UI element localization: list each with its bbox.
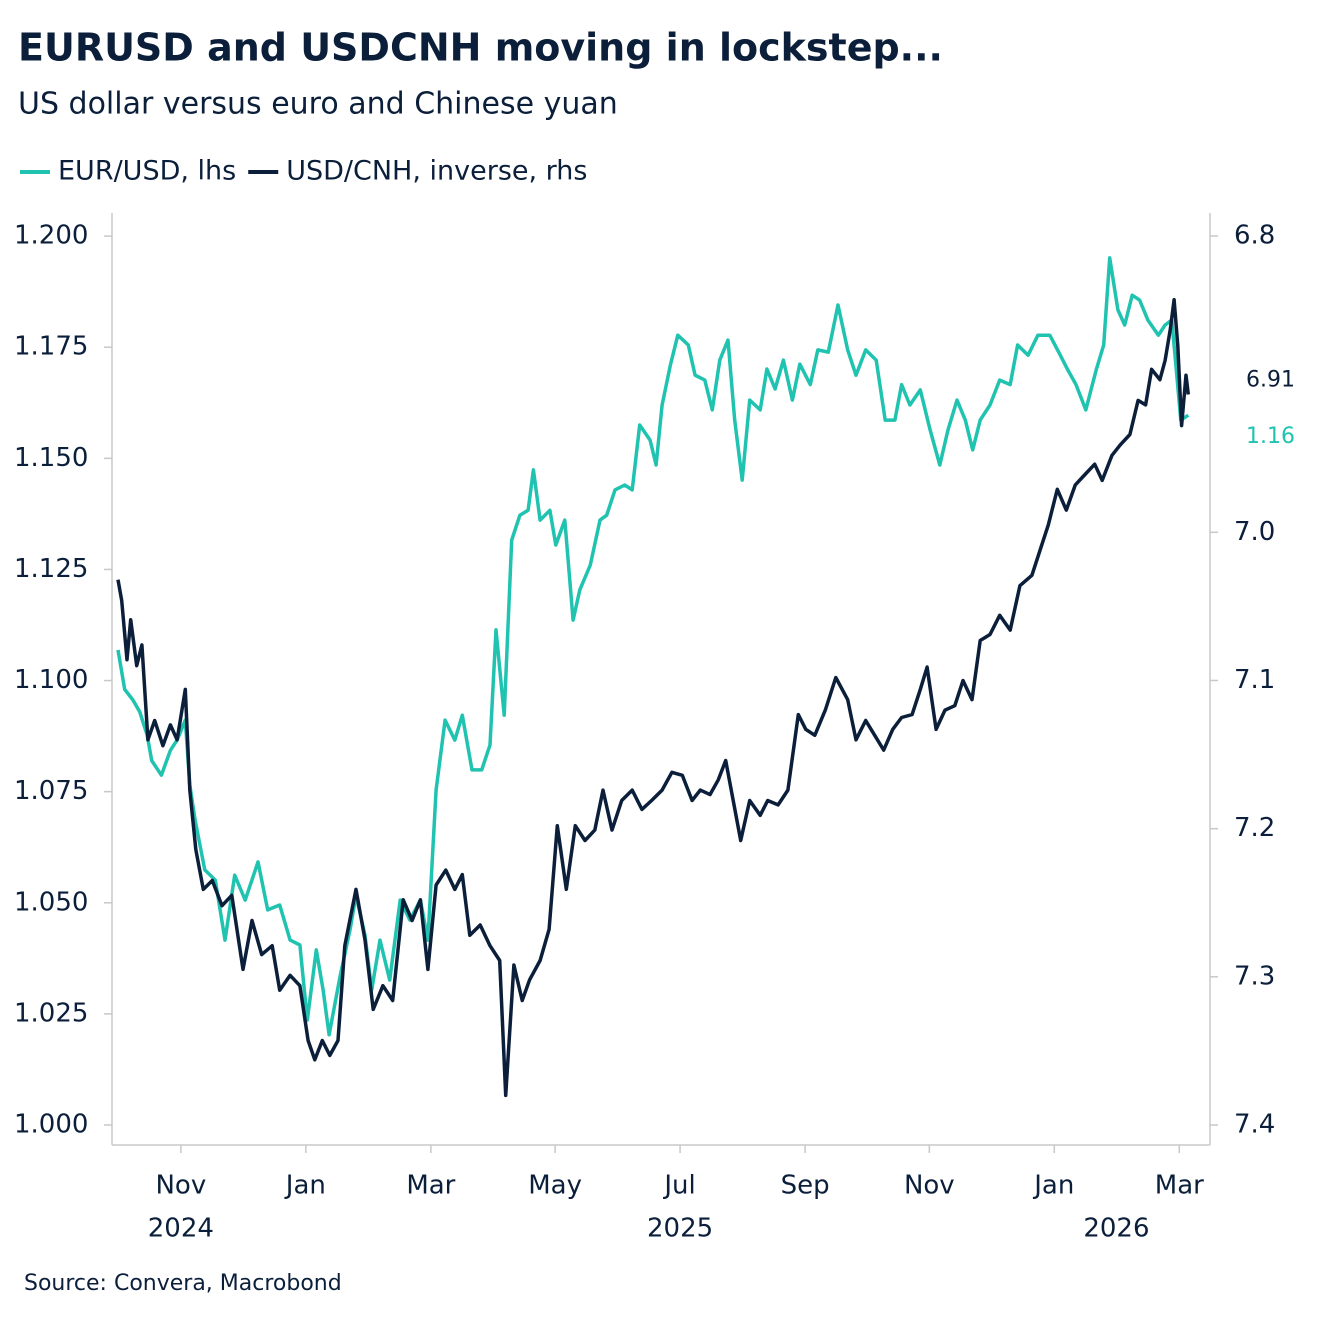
legend-label: EUR/USD, lhs [58,156,236,187]
y-tick-label: 1.050 [14,887,88,917]
y2-tick-label: 7.1 [1234,665,1275,695]
x-tick-label: Jan [1032,1171,1074,1201]
y2-tick-label: 7.3 [1234,961,1275,991]
y-tick-label: 1.125 [14,554,88,584]
chart-title: EURUSD and USDCNH moving in lockstep... [18,26,943,70]
chart-subtitle: US dollar versus euro and Chinese yuan [18,87,618,122]
x-tick-label: Mar [1155,1171,1204,1201]
series-line [116,256,1190,1037]
x-tick-label: Sep [781,1171,830,1201]
x-tick-label: Jan [284,1171,326,1201]
y2-tick-label: 6.8 [1234,220,1275,250]
y2-tick-label: 7.0 [1234,517,1275,547]
series-line [116,297,1191,1098]
x-tick-label: Mar [406,1171,455,1201]
x-tick-label: May [528,1171,582,1201]
y-tick-label: 1.175 [14,332,88,362]
x-year-label: 2024 [148,1214,214,1244]
y-tick-label: 1.000 [14,1110,88,1140]
y-tick-label: 1.025 [14,998,88,1028]
x-year-label: 2025 [647,1214,713,1244]
end-label: 6.91 [1246,368,1295,393]
x-tick-label: Jul [662,1171,695,1201]
y-tick-label: 1.150 [14,443,88,473]
y-tick-label: 1.200 [14,221,88,251]
y2-tick-label: 7.4 [1234,1109,1275,1139]
legend-label: USD/CNH, inverse, rhs [286,156,587,187]
x-year-label: 2026 [1083,1214,1149,1244]
y-tick-label: 1.075 [14,776,88,806]
end-label: 1.16 [1246,424,1295,449]
source-note: Source: Convera, Macrobond [24,1271,342,1296]
y-tick-label: 1.100 [14,665,88,695]
y2-tick-label: 7.2 [1234,813,1275,843]
x-tick-label: Nov [904,1171,955,1201]
x-tick-label: Nov [155,1171,206,1201]
